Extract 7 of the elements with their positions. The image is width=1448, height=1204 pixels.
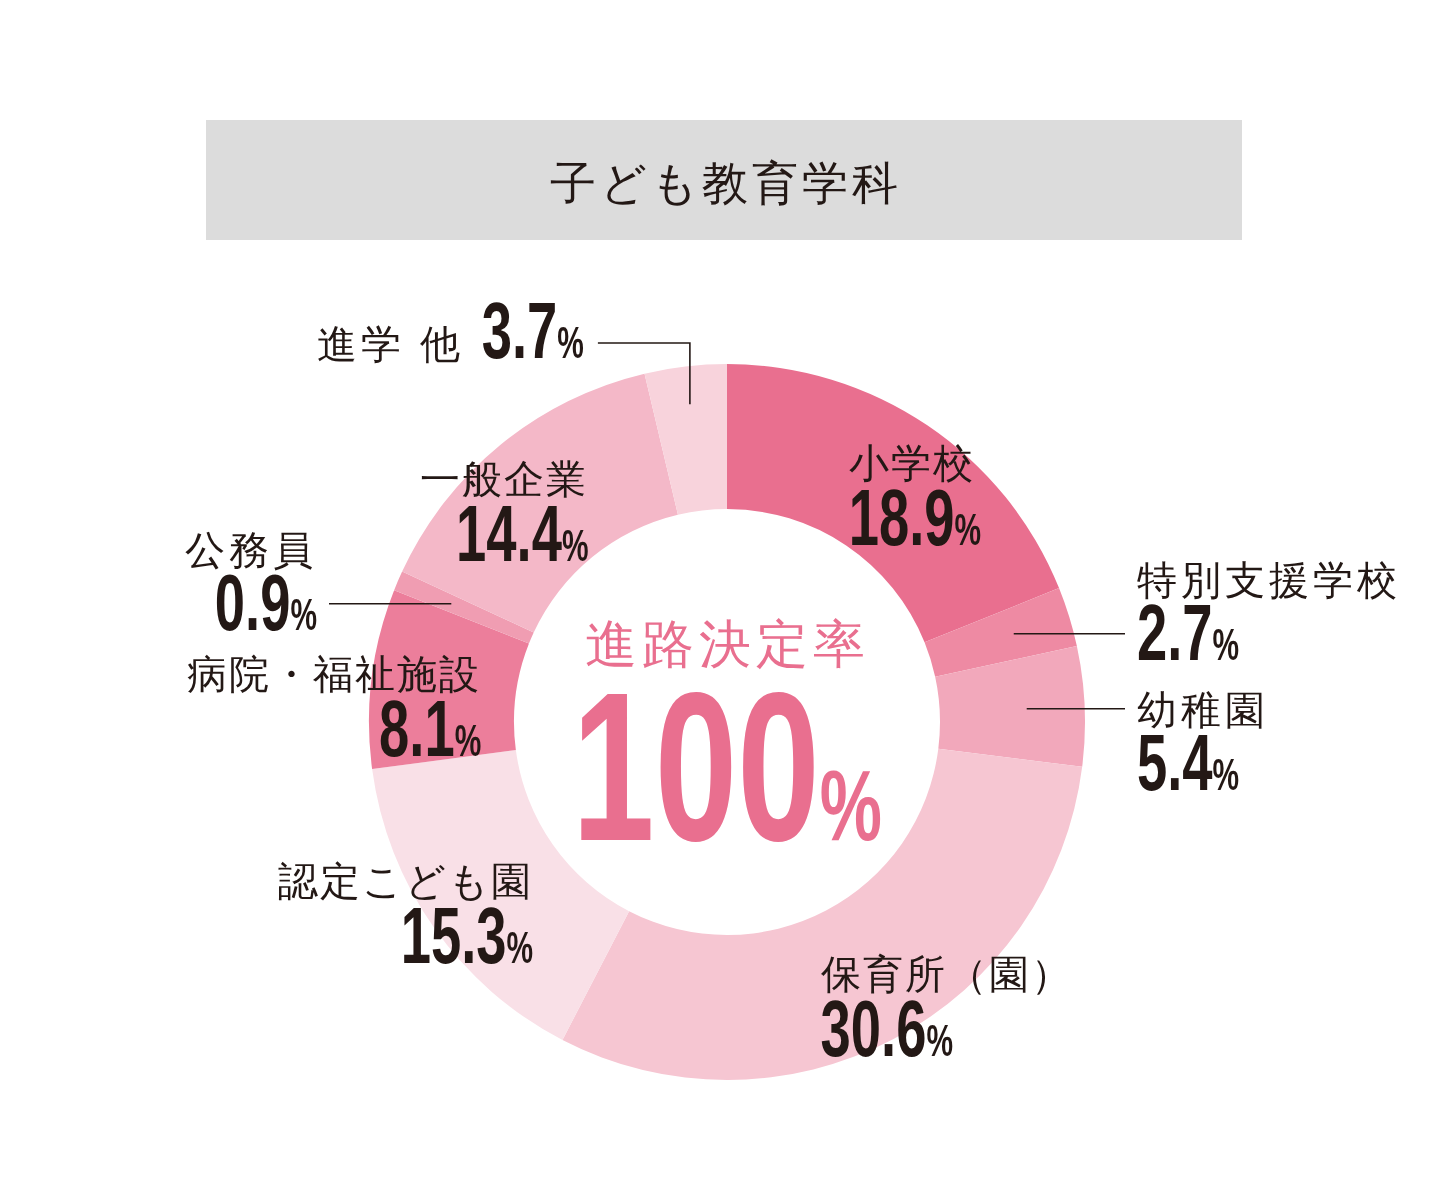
donut-slice — [935, 646, 1085, 767]
donut-slice — [394, 571, 534, 644]
data-label: 3.7% — [481, 285, 584, 375]
donut-slice — [644, 364, 727, 515]
chart-title: 子ども教育学科 — [550, 157, 902, 209]
donut-slice — [924, 588, 1077, 677]
slice-label: 進学 他 — [316, 322, 464, 366]
